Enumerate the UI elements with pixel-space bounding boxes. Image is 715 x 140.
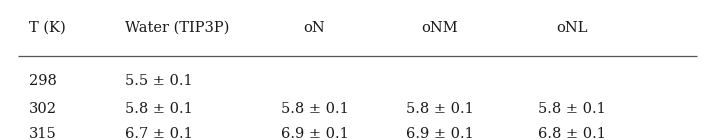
- Text: oNL: oNL: [556, 21, 588, 35]
- Text: 298: 298: [29, 74, 56, 88]
- Text: 6.9 ± 0.1: 6.9 ± 0.1: [406, 127, 473, 140]
- Text: T (K): T (K): [29, 21, 65, 35]
- Text: 5.8 ± 0.1: 5.8 ± 0.1: [125, 102, 193, 116]
- Text: oN: oN: [304, 21, 325, 35]
- Text: 5.8 ± 0.1: 5.8 ± 0.1: [281, 102, 348, 116]
- Text: 5.8 ± 0.1: 5.8 ± 0.1: [538, 102, 606, 116]
- Text: Water (TIP3P): Water (TIP3P): [125, 21, 230, 35]
- Text: oNM: oNM: [421, 21, 458, 35]
- Text: 6.8 ± 0.1: 6.8 ± 0.1: [538, 127, 606, 140]
- Text: 5.5 ± 0.1: 5.5 ± 0.1: [125, 74, 193, 88]
- Text: 302: 302: [29, 102, 56, 116]
- Text: 6.7 ± 0.1: 6.7 ± 0.1: [125, 127, 193, 140]
- Text: 5.8 ± 0.1: 5.8 ± 0.1: [406, 102, 473, 116]
- Text: 315: 315: [29, 127, 56, 140]
- Text: 6.9 ± 0.1: 6.9 ± 0.1: [281, 127, 348, 140]
